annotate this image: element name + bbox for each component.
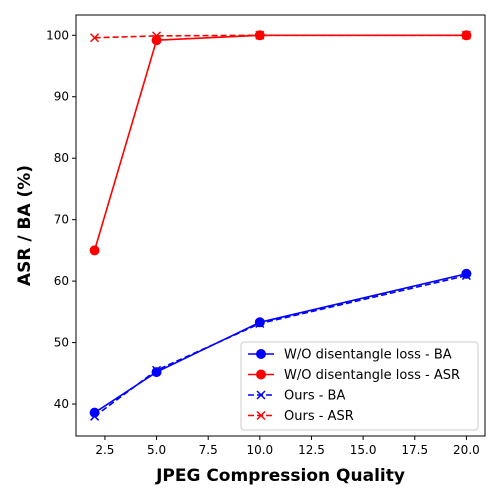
series-line <box>93 34 467 251</box>
y-tick-label: 90 <box>54 90 69 104</box>
legend-marker <box>256 369 266 380</box>
y-tick-label: 100 <box>46 28 69 42</box>
x-tick-label: 5.0 <box>147 443 166 457</box>
data-point <box>152 365 162 375</box>
legend-marker <box>256 349 266 359</box>
y-tick-label: 60 <box>54 274 69 288</box>
legend-marker <box>256 390 266 400</box>
data-point <box>151 367 162 378</box>
y-tick-label: 50 <box>54 336 69 350</box>
legend-entry: Ours - BA <box>248 389 345 404</box>
data-point <box>90 33 100 43</box>
data-point <box>461 271 471 281</box>
x-tick-label: 17.5 <box>401 443 428 457</box>
series-line <box>94 34 467 39</box>
data-point <box>254 317 265 328</box>
legend-label: W/O disentangle loss - BA <box>284 348 452 363</box>
y-tick-label: 40 <box>54 397 69 411</box>
series-3 <box>90 271 471 421</box>
data-point <box>152 31 162 41</box>
data-point <box>89 245 100 256</box>
legend-marker <box>256 410 266 421</box>
series-line <box>94 274 467 417</box>
x-tick-label: 12.5 <box>298 443 325 457</box>
y-axis-title: ASR / BA (%) <box>15 165 35 286</box>
series-4 <box>90 30 471 43</box>
axes-frame <box>75 14 486 437</box>
x-tick-label: 7.5 <box>199 443 218 457</box>
legend-label: W/O disentangle loss - ASR <box>284 368 460 383</box>
x-tick-label: 20.0 <box>453 443 480 457</box>
legend-box <box>240 341 479 431</box>
data-point <box>461 30 471 40</box>
y-tick-label: 70 <box>54 213 69 227</box>
data-point <box>255 30 265 40</box>
legend-entry: Ours - ASR <box>248 409 354 424</box>
x-tick-label: 2.5 <box>95 443 114 457</box>
y-tick-label: 80 <box>54 151 69 165</box>
legend: W/O disentangle loss - BA W/O disentangle… <box>240 341 479 431</box>
data-point <box>90 411 100 421</box>
axis-ticks: 2.5 5.0 7.5 10.0 12.5 15.0 17.5 20.0 40 50 60 70 80 9… <box>46 28 480 457</box>
plot-area <box>89 30 472 421</box>
legend-entry: W/O disentangle loss - BA <box>248 348 452 363</box>
legend-entry: W/O disentangle loss - ASR <box>248 368 460 383</box>
x-tick-label: 10.0 <box>246 443 273 457</box>
legend-label: Ours - BA <box>284 389 345 404</box>
x-axis-title: JPEG Compression Quality <box>155 466 405 486</box>
data-point <box>255 318 265 329</box>
x-tick-label: 15.0 <box>350 443 377 457</box>
legend-label: Ours - ASR <box>284 409 354 424</box>
data-point <box>151 35 162 46</box>
